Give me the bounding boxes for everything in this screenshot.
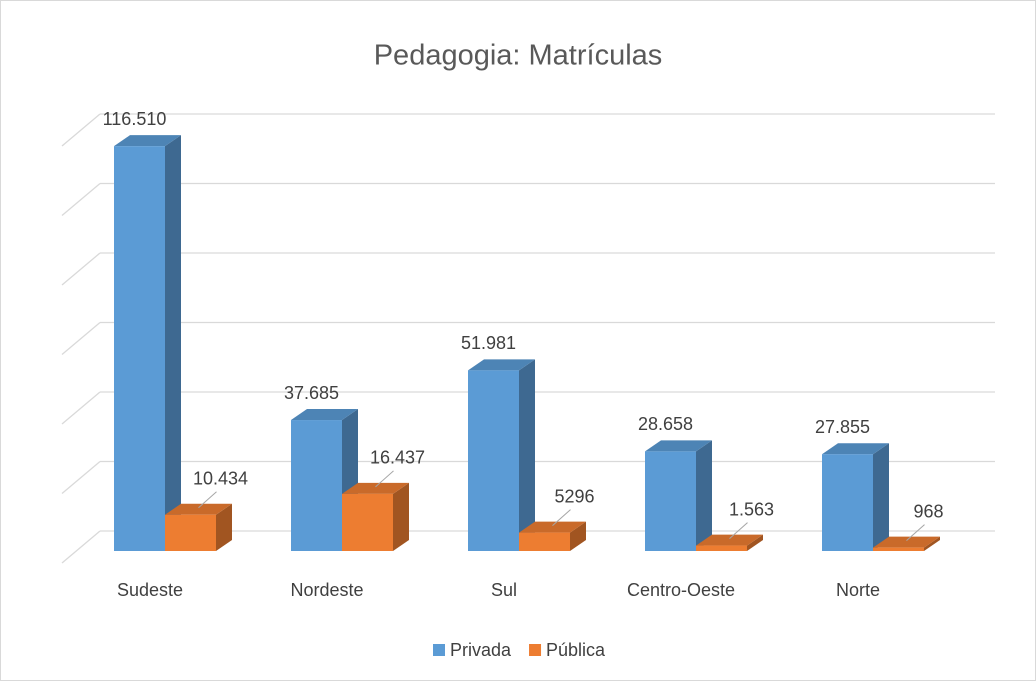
grid-line-side <box>61 322 101 355</box>
bar <box>519 532 570 551</box>
grid-line-side <box>61 183 101 216</box>
leader-line <box>729 522 748 539</box>
x-tick-label: Sudeste <box>117 580 183 600</box>
bar-side <box>924 536 940 551</box>
bar <box>468 370 519 551</box>
bar-top <box>519 521 586 533</box>
leader-line <box>375 470 394 488</box>
bar-top <box>696 534 763 546</box>
bar-side <box>519 359 535 551</box>
bar-top <box>822 443 889 455</box>
bar <box>342 493 393 551</box>
bar-top <box>291 409 358 421</box>
bar-side <box>216 503 232 551</box>
x-tick-label: Centro-Oeste <box>627 580 735 600</box>
bar-side <box>165 135 181 551</box>
bar-top <box>342 482 409 494</box>
bar-top <box>645 440 712 452</box>
x-tick-label: Sul <box>491 580 517 600</box>
chart-title: Pedagogia: Matrículas <box>374 40 663 72</box>
bar <box>165 514 216 551</box>
leader-line <box>906 524 925 542</box>
bar-side <box>393 482 409 551</box>
x-tick-label: Norte <box>836 580 880 600</box>
data-label: 37.685 <box>284 383 339 403</box>
data-label: 16.437 <box>370 448 425 468</box>
grid-line-side <box>61 391 101 425</box>
bar <box>645 451 696 551</box>
grid-line-side <box>61 113 101 147</box>
data-label: 5296 <box>554 486 594 506</box>
leader-line <box>198 491 217 509</box>
bar-top <box>165 503 232 515</box>
data-label: 116.510 <box>103 109 167 129</box>
bar-top <box>873 536 940 548</box>
data-label: 28.658 <box>638 414 693 434</box>
bar-top <box>114 135 181 147</box>
grid-line-side <box>61 461 101 494</box>
bar <box>114 146 165 551</box>
bar-side <box>747 534 763 551</box>
legend-swatch <box>529 644 542 656</box>
legend-swatch <box>433 644 445 656</box>
grid-line-side <box>61 530 101 564</box>
bar-top <box>468 359 535 371</box>
bar <box>696 545 747 551</box>
data-label: 27.855 <box>815 417 870 437</box>
bar-side <box>873 443 889 551</box>
grid-line-side <box>61 252 101 286</box>
legend-label: Pública <box>546 640 606 660</box>
bar <box>873 547 924 551</box>
x-tick-label: Nordeste <box>290 580 363 600</box>
leader-line <box>552 509 571 526</box>
bar-side <box>696 440 712 551</box>
bar <box>291 420 342 551</box>
bar <box>822 454 873 551</box>
data-label: 968 <box>913 501 943 521</box>
data-label: 51.981 <box>461 333 516 353</box>
data-label: 10.434 <box>193 468 248 488</box>
legend-label: Privada <box>450 640 512 660</box>
data-label: 1.563 <box>729 499 774 519</box>
bar-side <box>570 521 586 551</box>
